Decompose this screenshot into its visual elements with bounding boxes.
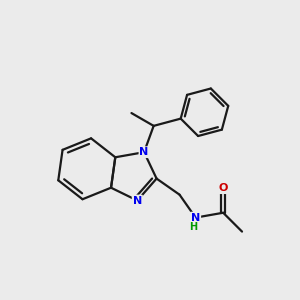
Text: O: O — [218, 183, 228, 193]
Text: H: H — [189, 222, 197, 232]
Text: N: N — [191, 213, 200, 223]
Text: N: N — [140, 147, 149, 157]
Text: N: N — [133, 196, 142, 206]
